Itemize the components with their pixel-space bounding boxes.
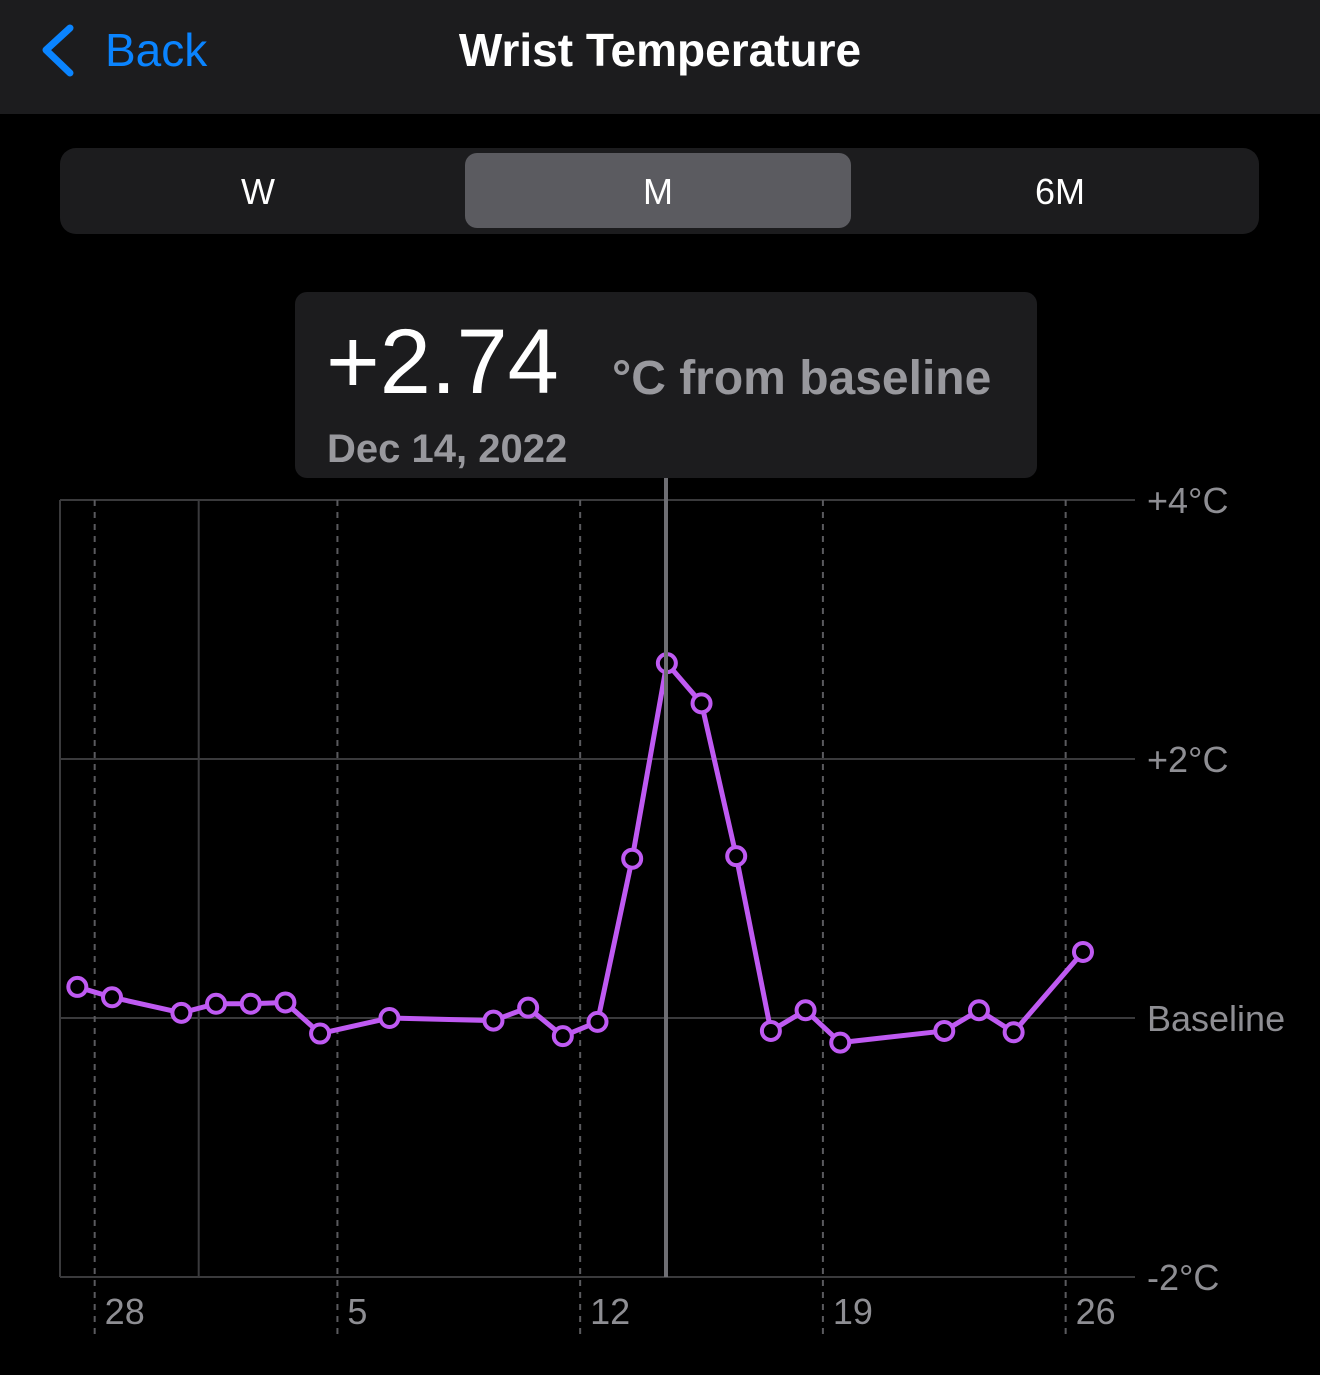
line-segment: [733, 853, 774, 1034]
x-tick-label: 5: [347, 1291, 367, 1332]
data-point: [205, 992, 228, 1015]
data-point: [170, 1001, 193, 1024]
data-point: [586, 1010, 609, 1033]
line-segment: [1011, 949, 1086, 1035]
data-point: [274, 991, 297, 1014]
data-point: [378, 1007, 401, 1029]
y-tick-label: Baseline: [1147, 998, 1285, 1039]
line-segment: [386, 1015, 496, 1024]
x-tick-label: 26: [1076, 1291, 1116, 1332]
data-point: [66, 975, 89, 998]
y-tick-label: +4°C: [1147, 480, 1228, 521]
line-segment: [629, 660, 670, 862]
line-segment: [699, 700, 739, 859]
data-point: [1071, 940, 1094, 963]
nav-title: Wrist Temperature: [459, 24, 861, 76]
x-tick-label: 12: [590, 1291, 630, 1332]
x-tick-label: 28: [105, 1291, 145, 1332]
data-point: [933, 1019, 956, 1042]
segment[interactable]: M: [643, 171, 673, 212]
data-point: [482, 1009, 505, 1032]
y-tick-label: +2°C: [1147, 739, 1228, 780]
line-segment: [317, 1015, 392, 1037]
data-point: [551, 1025, 574, 1048]
line-segment: [595, 856, 635, 1025]
segment[interactable]: 6M: [1035, 171, 1085, 212]
segment-selected[interactable]: [465, 153, 851, 228]
back-chevron[interactable]: [42, 24, 74, 77]
data-point: [829, 1031, 852, 1054]
tooltip-unit: °C from baseline: [612, 352, 991, 405]
y-tick-label: -2°C: [1147, 1257, 1219, 1298]
data-point: [101, 986, 124, 1009]
segment[interactable]: W: [241, 171, 275, 212]
plot: -2°C Baseline +2°C +4°C 28 5 12 19 26: [59, 480, 1285, 1335]
x-tick-label: 19: [833, 1291, 873, 1332]
data-point: [794, 999, 817, 1022]
data-point: [517, 996, 540, 1019]
data-point: [967, 999, 990, 1022]
data-point: [759, 1019, 782, 1042]
tooltip: [295, 292, 1037, 478]
data-point: [690, 692, 713, 715]
line-segment: [109, 994, 184, 1016]
nav-bar: [0, 0, 1320, 114]
data-point: [309, 1022, 332, 1045]
data-point: [1002, 1021, 1025, 1044]
data-point: [725, 845, 748, 868]
back-button[interactable]: Back: [42, 24, 208, 77]
back-label[interactable]: Back: [105, 24, 208, 76]
line-segment: [837, 1028, 947, 1046]
data-point: [239, 992, 262, 1015]
data-point: [621, 847, 644, 870]
tooltip-value: +2.74: [326, 311, 559, 413]
tooltip-date: Dec 14, 2022: [327, 427, 567, 471]
